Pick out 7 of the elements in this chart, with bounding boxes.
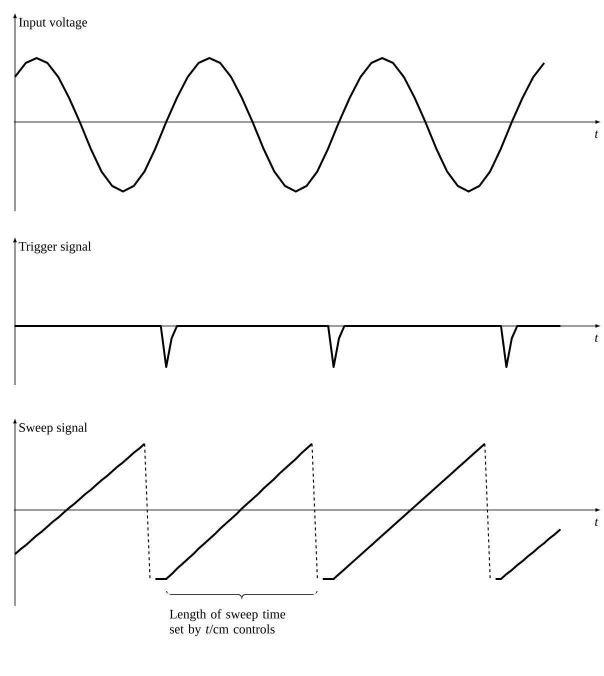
y-axis-title: Trigger signal: [18, 242, 92, 254]
x-axis-title: t: [595, 334, 598, 342]
y-axis-title: Sweep signal: [19, 422, 88, 435]
y-axis-title: Input voltage: [19, 17, 88, 30]
text: Length of sweep time set by t/cm controls: [170, 609, 286, 636]
x-axis-title: t: [595, 518, 598, 526]
x-axis-title: t: [595, 130, 598, 138]
